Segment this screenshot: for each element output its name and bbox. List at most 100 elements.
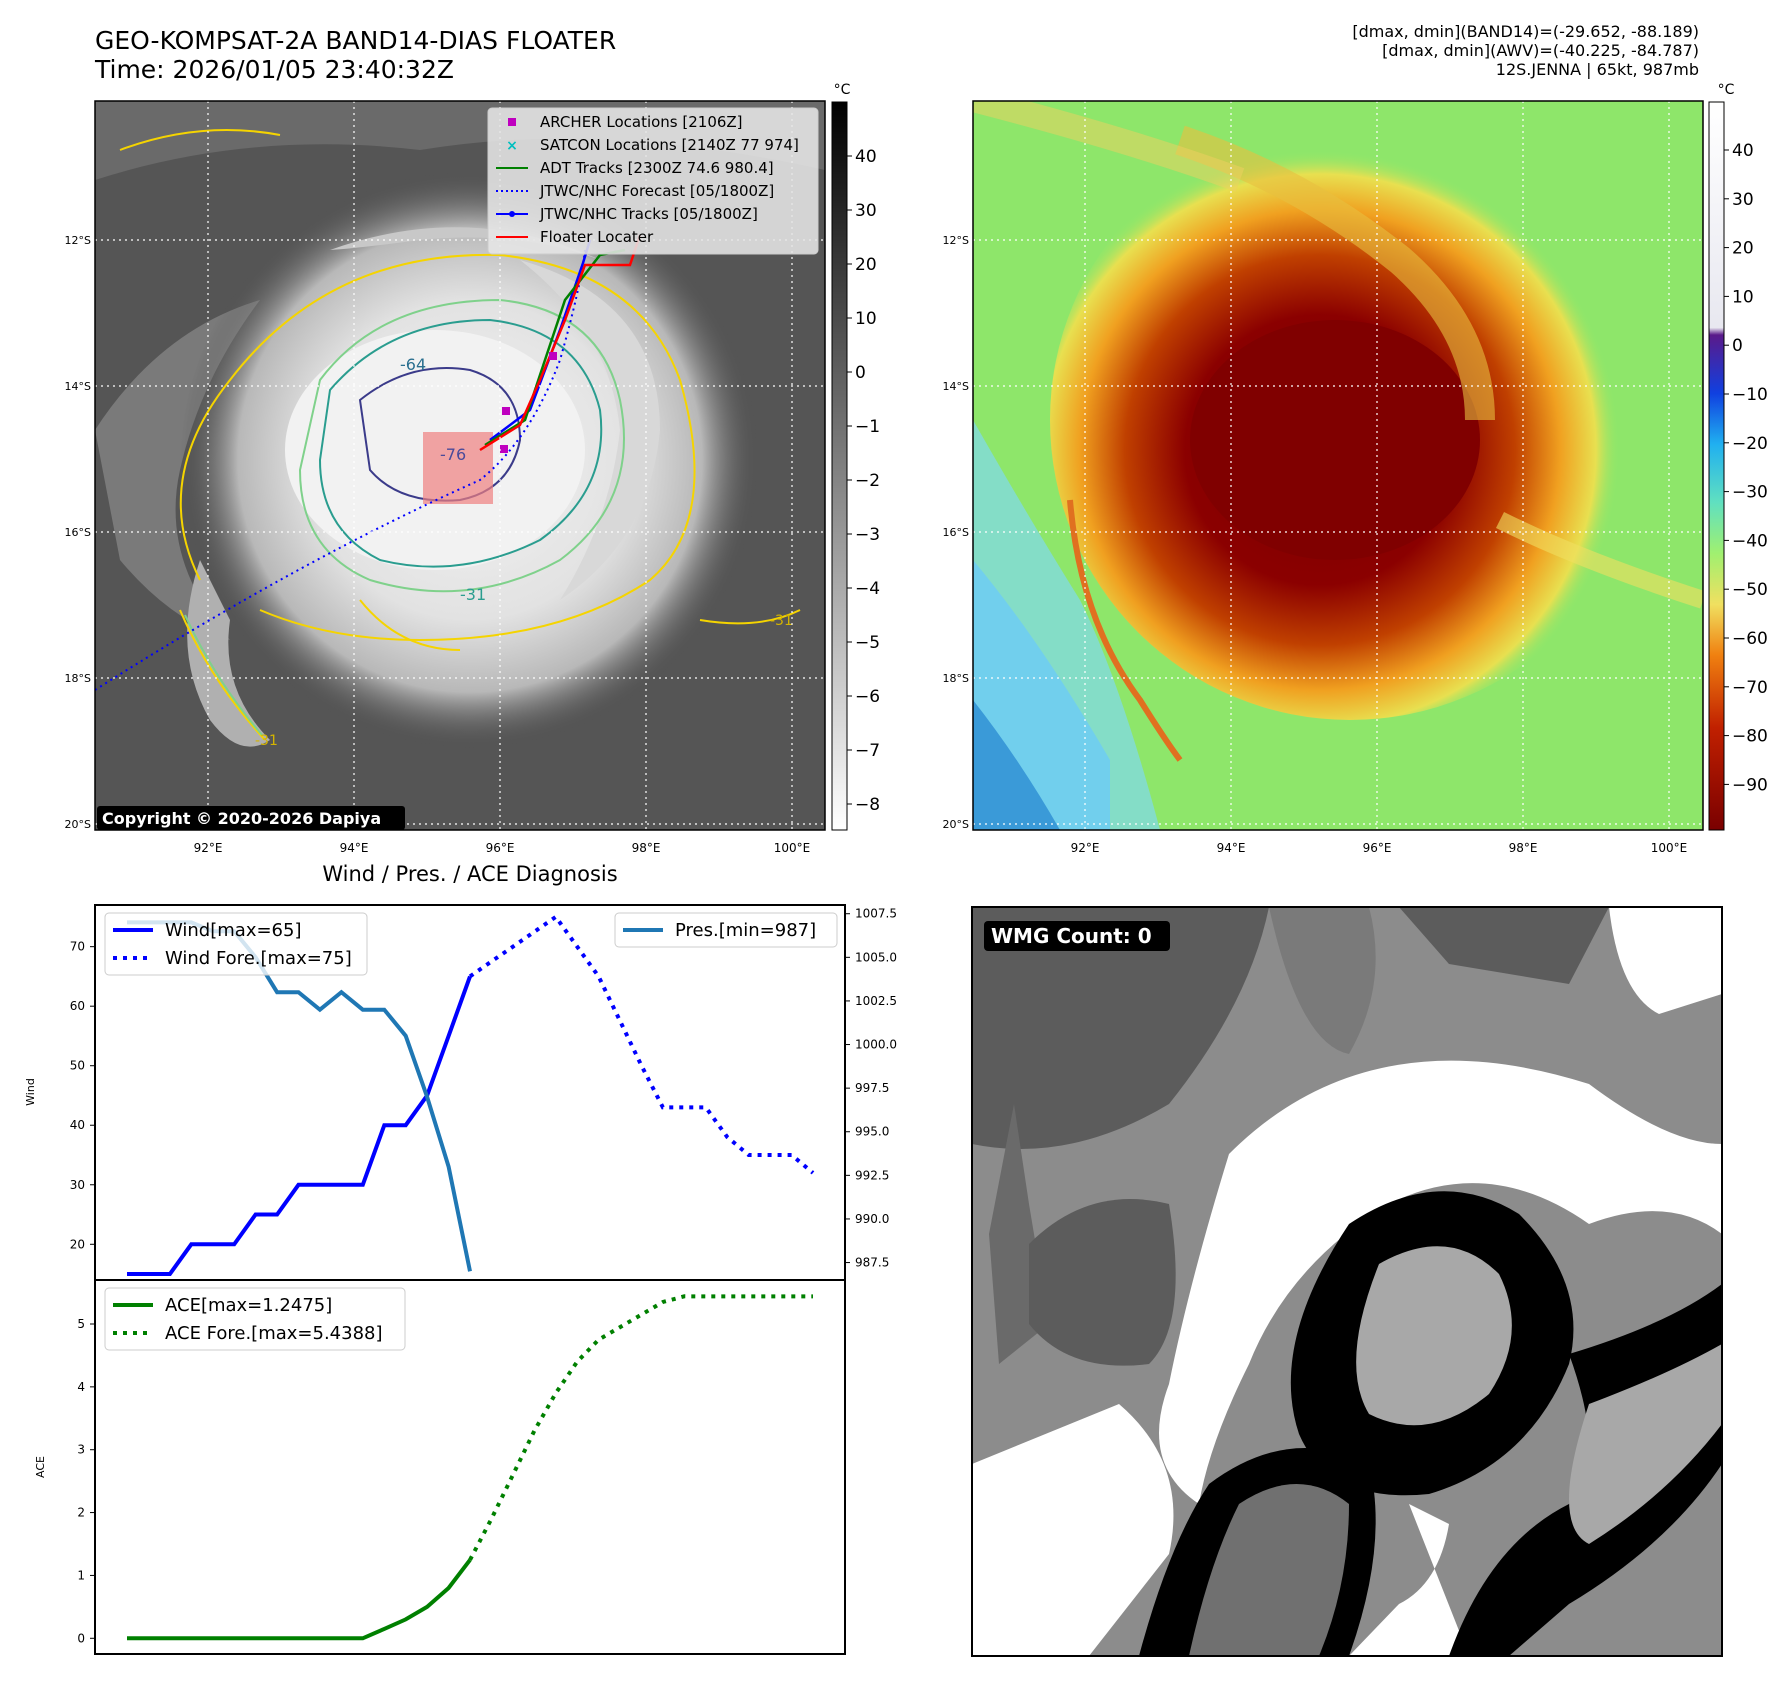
lat-tick-label: 14°S [65,380,91,393]
legend-label: JTWC/NHC Tracks [05/1800Z] [539,205,758,223]
colorbar-tick-label: −60 [1732,629,1768,649]
colorbar-tick-label: 20 [855,255,877,275]
wmg-count-text: WMG Count: 0 [991,924,1152,948]
wmg-imagery [972,907,1722,1656]
colorbar-tick-label: −20 [855,471,880,491]
colorbar-tick-label: −20 [1732,434,1768,454]
floater-track [479,234,642,452]
ace-tick-label: 3 [77,1443,85,1457]
ir-colorbar-ticks: 40 30 20 10 0 −10 −20 −30 −40 −50 −60 −70 −80 [847,147,880,815]
ace-legend-box [104,1287,406,1351]
wind-tick-label: 20 [70,1237,85,1251]
lat-tick-label: 20°S [65,818,91,831]
stats-block: [dmax, dmin](BAND14)=(-29.652, -88.189) … [1352,22,1699,79]
pres-tick-label: 995.0 [855,1125,889,1139]
lon-tick-label: 100°E [774,841,811,855]
floater-box [423,432,493,504]
copyright-badge [97,806,405,830]
colorbar-tick-label: −40 [1732,531,1768,551]
ir-axis-labels: 12°S 14°S 16°S 18°S 20°S 92°E 94°E 96°E 98°E 100°… [65,234,811,855]
lon-tick-label: 94°E [340,841,369,855]
wmg-panel: WMG Count: 0 [971,906,1723,1657]
colorbar-tick-label: −90 [1732,775,1768,795]
chart-title: GEO-KOMPSAT-2A BAND14-DIAS FLOATER Time:… [95,26,616,84]
pres-legend-box [614,912,838,948]
ace-tick-label: 1 [77,1568,85,1582]
ir-colorbar [831,101,848,831]
lat-tick-label: 16°S [65,526,91,539]
ace-tick-label: 0 [77,1631,85,1645]
ace-axis-label: ACE [34,1456,47,1478]
lat-tick-label: 12°S [943,234,969,247]
copyright-text: Copyright © 2020-2026 Dapiya [102,809,381,828]
legend-label: Pres.[min=987] [675,920,816,941]
archer-marker [500,445,508,453]
legend-label: ARCHER Locations [2106Z] [540,113,743,131]
diag-panel: 7060504030201007.51005.01002.51000.0997.… [24,904,897,1655]
lon-tick-label: 96°E [486,841,515,855]
wind-tick-label: 40 [70,1118,85,1132]
stats-band14: [dmax, dmin](BAND14)=(-29.652, -88.189) [1352,22,1699,41]
wind-tick-label: 50 [70,1059,85,1073]
wind-legend-box [104,912,368,976]
color-colorbar-ticks: 40 30 20 10 0 −10 −20 −30 −40 −50 −60 −70 −80 −90 [1724,141,1768,795]
lon-tick-label: 98°E [632,841,661,855]
colorbar-tick-label: −70 [1732,678,1768,698]
color-map-frame [972,100,1704,831]
wind-forecast-series-line [468,914,815,1175]
colorbar-tick-label: 0 [855,363,866,383]
colorbar-tick-label: −30 [1732,483,1768,503]
wind-tick-label: 70 [70,940,85,954]
title-line-1: GEO-KOMPSAT-2A BAND14-DIAS FLOATER [95,26,617,55]
legend-swatch-dot [509,211,515,217]
lat-tick-label: 16°S [943,526,969,539]
pres-tick-label: 990.0 [855,1212,889,1226]
lon-tick-label: 100°E [1651,841,1688,855]
contour-label: -31 [770,613,793,629]
colorbar-tick-label: 30 [1732,190,1754,210]
contour-label: -31 [460,585,486,604]
wind-series-line [127,975,472,1276]
wind-axis-label: Wind [24,1078,37,1106]
archer-marker [549,352,557,360]
colorbar-tick-label: −10 [1732,385,1768,405]
colorbar-tick-label: 10 [1732,287,1754,307]
colorbar-tick-label: −30 [855,525,880,545]
colorbar-tick-label: 40 [1732,141,1754,161]
colorbar-tick-label: 30 [855,201,877,221]
pres-tick-label: 997.5 [855,1081,889,1095]
legend-swatch [508,118,516,126]
contour-label: -64 [400,355,426,374]
pres-tick-label: 987.5 [855,1256,889,1270]
colorbar-tick-label: −60 [855,687,880,707]
lat-tick-label: 14°S [943,380,969,393]
legend-label: ACE[max=1.2475] [165,1295,332,1316]
contour-label: -76 [440,445,466,464]
colorbar-tick-label: −40 [855,579,880,599]
legend-label: Wind[max=65] [165,920,302,941]
color-colorbar [1708,101,1725,831]
wind-tick-label: 60 [70,999,85,1013]
colorbar-tick-label: −10 [855,417,880,437]
colorbar-tick-label: 0 [1732,336,1743,356]
legend-label: Floater Locater [540,228,654,246]
pres-tick-label: 1007.5 [855,907,897,921]
colorbar-tick-label: −70 [855,741,880,761]
legend-label: SATCON Locations [2140Z 77 974] [540,136,799,154]
legend-label: JTWC/NHC Forecast [05/1800Z] [539,182,774,200]
colorbar-tick-label: −50 [1732,580,1768,600]
archer-marker [502,407,510,415]
wmg-frame [971,906,1723,1657]
colorbar-tick-label: 20 [1732,239,1754,259]
ace-tick-label: 5 [77,1317,85,1331]
pres-tick-label: 992.5 [855,1168,889,1182]
lat-tick-label: 18°S [65,672,91,685]
ace-axes-frame [94,1279,846,1655]
ir-map-frame [94,100,826,831]
wmg-badge [984,921,1170,951]
colorbar-tick-label: 40 [855,147,877,167]
title-line-2: Time: 2026/01/05 23:40:32Z [95,55,454,84]
lat-tick-label: 18°S [943,672,969,685]
colorbar-tick-label: −80 [1732,727,1768,747]
lon-tick-label: 96°E [1363,841,1392,855]
